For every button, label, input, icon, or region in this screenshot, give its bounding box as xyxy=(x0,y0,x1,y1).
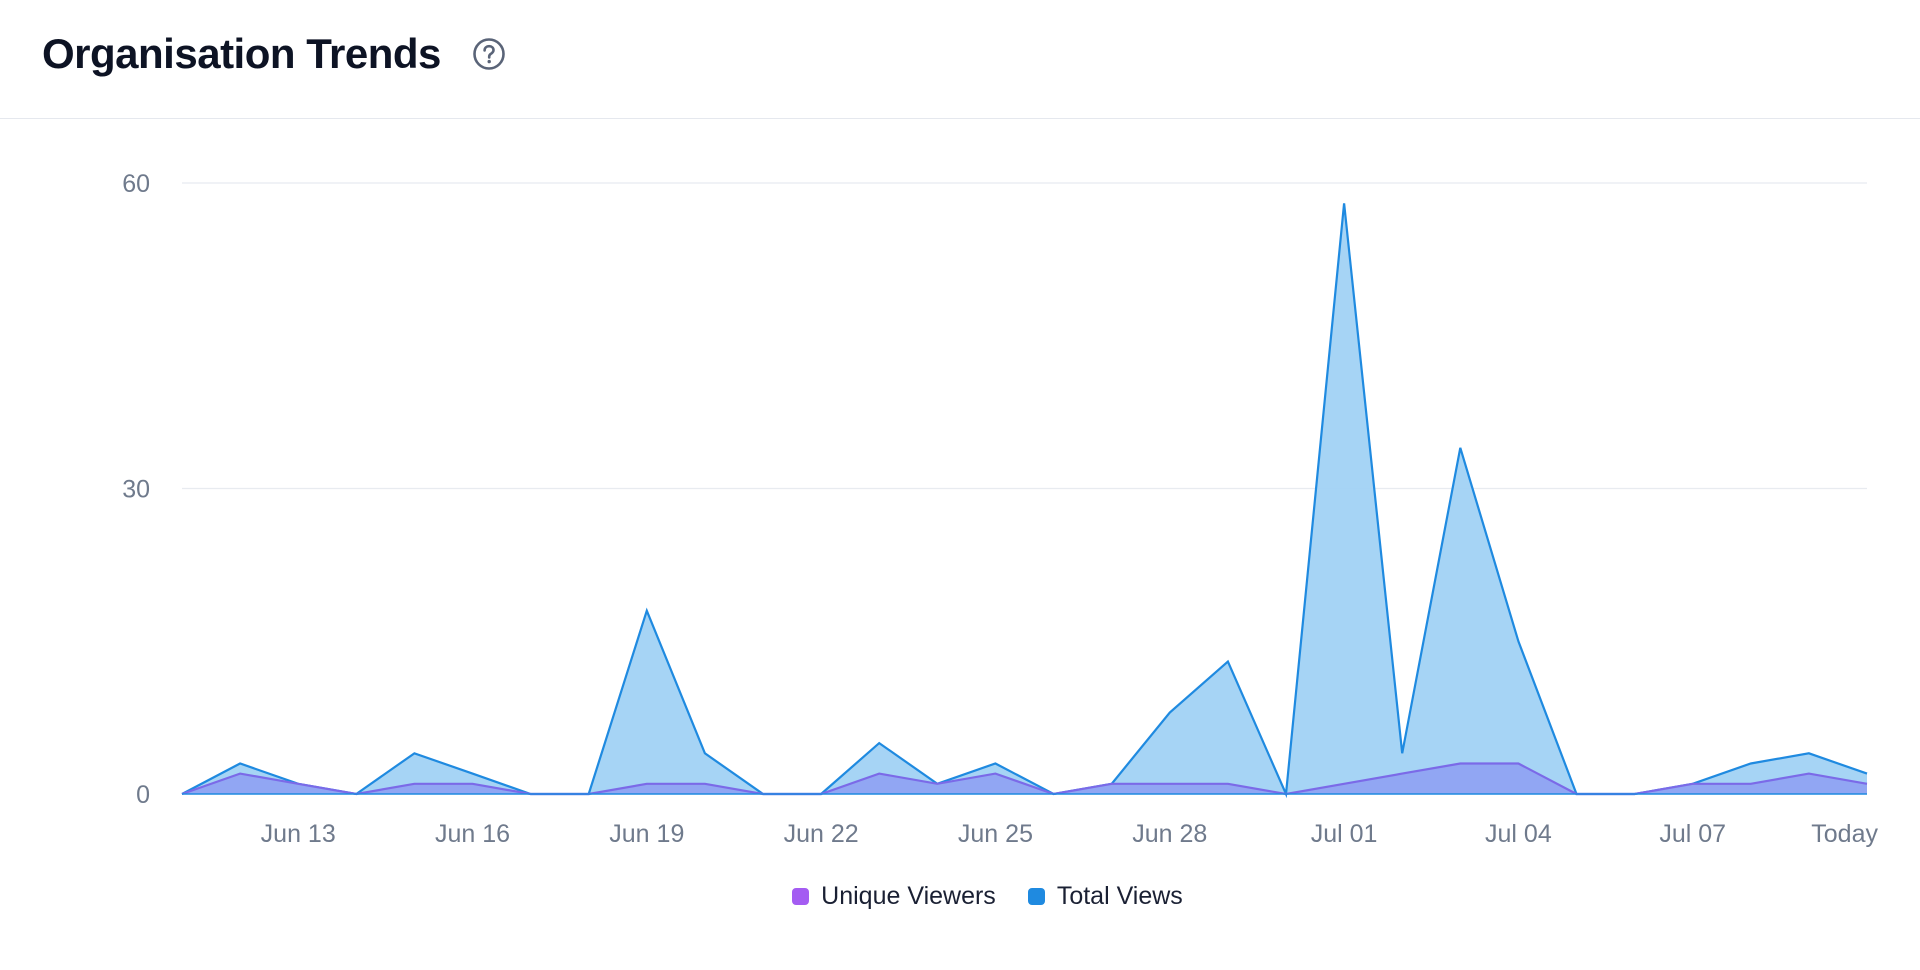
question-circle-icon[interactable] xyxy=(472,37,506,71)
line-total-views xyxy=(181,203,1868,799)
area-total-views xyxy=(182,203,1867,794)
x-tick-label: Jun 16 xyxy=(435,820,510,848)
legend-label: Total Views xyxy=(1056,882,1183,910)
x-tick-label: Jul 04 xyxy=(1485,820,1552,848)
x-tick-label: Jun 19 xyxy=(609,820,684,848)
x-tick-label: Jun 28 xyxy=(1132,820,1207,848)
legend-swatch-total-views xyxy=(1027,888,1045,905)
chart-area: 0 30 60 Jun 13 Jun 16 Jun 19 Jun 22 Jun 25 Jun … xyxy=(0,120,1920,970)
card-header: Organisation Trends xyxy=(0,0,1920,119)
x-tick-label: Jun 22 xyxy=(784,820,859,848)
y-tick-label: 60 xyxy=(122,170,150,198)
y-axis-ticks: 0 30 60 xyxy=(122,170,150,809)
x-tick-label: Today xyxy=(1811,820,1878,848)
x-tick-label: Jun 13 xyxy=(261,820,336,848)
legend-label: Unique Viewers xyxy=(821,882,996,910)
y-tick-label: 0 xyxy=(136,781,150,809)
grid-lines xyxy=(182,182,1867,490)
y-tick-label: 30 xyxy=(122,476,150,504)
x-tick-label: Jul 01 xyxy=(1311,820,1378,848)
legend-swatch-unique-viewers xyxy=(792,888,810,905)
chart-legend: Unique Viewers Total Views xyxy=(0,882,1920,911)
x-tick-label: Jun 25 xyxy=(958,820,1033,848)
page-title: Organisation Trends xyxy=(42,30,441,77)
series-areas xyxy=(181,203,1868,799)
legend-item-unique-viewers[interactable]: Unique Viewers xyxy=(792,882,996,911)
x-tick-label: Jul 07 xyxy=(1659,820,1726,848)
legend-item-total-views[interactable]: Total Views xyxy=(1027,882,1183,911)
area-unique-viewers xyxy=(182,763,1867,794)
x-axis-ticks: Jun 13 Jun 16 Jun 19 Jun 22 Jun 25 Jun 28 Jul … xyxy=(261,820,1879,848)
